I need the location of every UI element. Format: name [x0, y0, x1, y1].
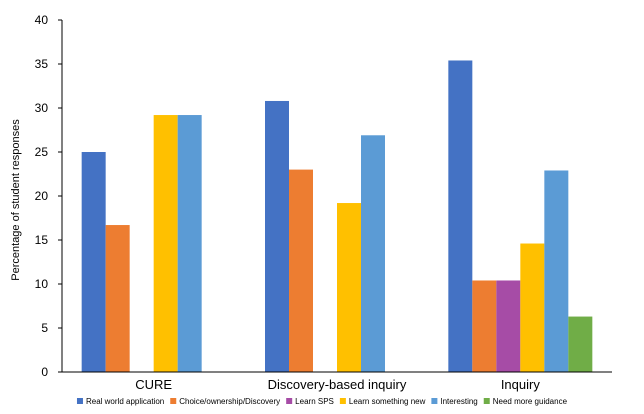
legend-item-learn-sps: Learn SPS	[286, 397, 334, 406]
legend-swatch	[286, 398, 293, 404]
legend-label: Choice/ownership/Discovery	[179, 397, 280, 406]
bar-choice-ownership-discovery-inquiry	[472, 280, 497, 372]
legend-label: Learn SPS	[295, 397, 334, 406]
bar-interesting-inquiry	[544, 170, 569, 372]
bar-real-world-application-inquiry	[448, 60, 473, 372]
legend-label: Learn something new	[349, 397, 426, 406]
x-axis-labels: CURE Discovery-based inquiry Inquiry	[135, 377, 540, 392]
legend-item-need-more-guidance: Need more guidance	[483, 397, 568, 406]
legend-swatch	[483, 398, 490, 404]
y-tick-label: 40	[35, 13, 49, 27]
bar-real-world-application-cure	[81, 152, 106, 372]
legend-item-choice-ownership-discovery: Choice/ownership/Discovery	[170, 397, 280, 406]
bars	[81, 60, 593, 373]
y-tick-label: 30	[35, 101, 49, 115]
y-tick-label: 10	[35, 277, 49, 291]
bar-choice-ownership-discovery-cure	[105, 225, 130, 372]
y-axis-ticks: 0 5 10 15 20 25 30 35 40	[35, 13, 62, 379]
bar-learn-something-new-discovery-based-inquiry	[337, 203, 361, 372]
x-category-label: CURE	[135, 377, 172, 392]
legend-label: Need more guidance	[493, 397, 568, 406]
y-tick-label: 15	[35, 233, 49, 247]
y-tick-label: 20	[35, 189, 49, 203]
bar-choice-ownership-discovery-discovery-based-inquiry	[289, 169, 313, 372]
bar-learn-sps-inquiry	[496, 280, 521, 372]
legend-item-real-world-application: Real world application	[76, 397, 164, 406]
bar-learn-something-new-cure	[153, 115, 178, 372]
y-tick-label: 0	[41, 365, 48, 379]
legend-item-interesting: Interesting	[431, 397, 478, 406]
y-tick-label: 25	[35, 145, 49, 159]
x-category-label: Discovery-based inquiry	[268, 377, 407, 392]
legend-swatch	[76, 398, 83, 404]
legend-swatch	[339, 398, 346, 404]
bar-real-world-application-discovery-based-inquiry	[265, 100, 289, 373]
y-tick-label: 35	[35, 57, 49, 71]
legend-label: Interesting	[440, 397, 477, 406]
bar-learn-something-new-inquiry	[520, 243, 545, 372]
legend: Real world application Choice/ownership/D…	[76, 397, 568, 406]
y-axis-title: Percentage of student responses	[10, 119, 22, 281]
legend-swatch	[431, 398, 438, 404]
legend-swatch	[170, 398, 177, 404]
x-category-label: Inquiry	[501, 377, 541, 392]
legend-item-learn-something-new: Learn something new	[339, 397, 426, 406]
bar-interesting-discovery-based-inquiry	[361, 135, 385, 372]
y-tick-label: 5	[41, 321, 48, 335]
legend-label: Real world application	[86, 397, 164, 406]
bar-interesting-cure	[177, 115, 202, 372]
bar-need-more-guidance-inquiry	[568, 316, 593, 372]
